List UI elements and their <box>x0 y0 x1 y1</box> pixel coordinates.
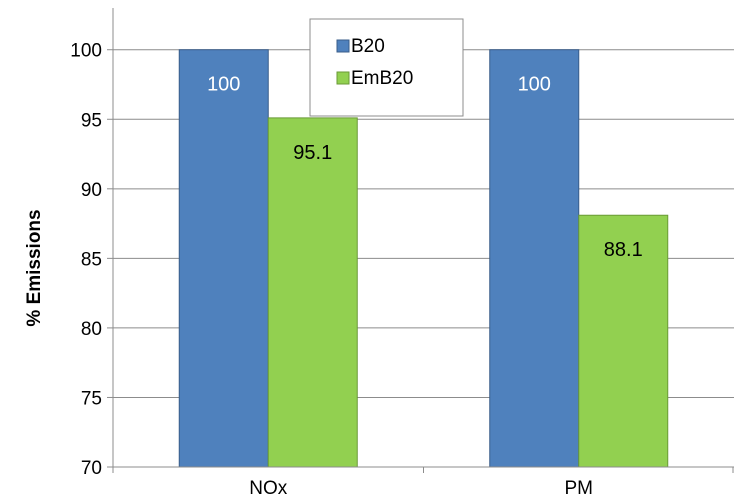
legend-label: B20 <box>351 36 385 57</box>
y-tick-label: 100 <box>70 41 102 62</box>
y-axis-title: % Emissions <box>24 209 45 326</box>
legend-swatch <box>336 71 350 85</box>
labels: 70 75 80 85 90 95 100 100 95.1 NOx 100 88.1 PM <box>70 41 642 499</box>
y-tick-label: 75 <box>81 388 102 409</box>
legend: B20 EmB20 <box>309 18 464 117</box>
data-label: 100 <box>518 74 551 96</box>
data-label: 95.1 <box>293 142 332 164</box>
y-tick-label: 95 <box>81 110 102 131</box>
x-tick-label: PM <box>565 478 594 499</box>
legend-swatch <box>336 39 350 53</box>
axes <box>107 8 734 473</box>
legend-box <box>309 18 464 117</box>
bar-emb20-nox <box>267 117 358 468</box>
bar-b20-nox <box>178 49 269 468</box>
data-label: 88.1 <box>604 239 643 261</box>
legend-label: EmB20 <box>351 68 413 89</box>
y-tick-label: 85 <box>81 249 102 270</box>
bar-b20-pm <box>489 49 580 468</box>
bars <box>178 49 669 468</box>
y-tick-label: 70 <box>81 458 102 479</box>
y-tick-label: 90 <box>81 180 102 201</box>
data-label: 100 <box>207 74 240 96</box>
bar-emb20-pm <box>578 214 669 468</box>
y-tick-label: 80 <box>81 319 102 340</box>
x-tick-label: NOx <box>249 478 288 499</box>
